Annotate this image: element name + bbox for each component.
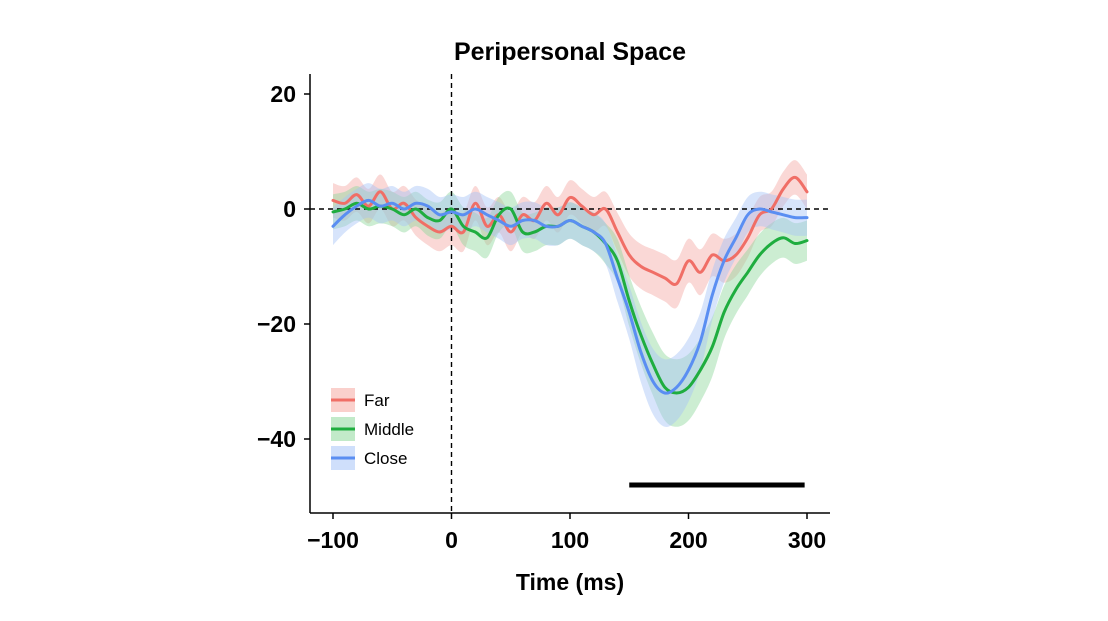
y-tick-label: −40 bbox=[257, 426, 296, 452]
series-line-far bbox=[331, 175, 809, 286]
y-tick-label: −20 bbox=[257, 311, 296, 337]
axes bbox=[309, 74, 830, 514]
band-close bbox=[333, 183, 807, 428]
x-tick-label: 200 bbox=[669, 527, 707, 553]
series-lines bbox=[331, 175, 809, 395]
legend-label-middle: Middle bbox=[364, 420, 414, 439]
x-tick-label: 0 bbox=[445, 527, 458, 553]
x-axis-title: Time (ms) bbox=[516, 569, 624, 595]
legend-label-close: Close bbox=[364, 449, 407, 468]
band-middle bbox=[333, 186, 807, 427]
x-tick-label: 300 bbox=[788, 527, 826, 553]
reference-lines bbox=[310, 74, 830, 513]
confidence-bands bbox=[333, 160, 807, 428]
band-far bbox=[333, 160, 807, 309]
x-tick-label: −100 bbox=[307, 527, 359, 553]
y-tick-label: 20 bbox=[270, 81, 296, 107]
series-line-close bbox=[331, 198, 809, 395]
legend: Far Middle Close bbox=[331, 388, 414, 470]
y-tick-label: 0 bbox=[283, 196, 296, 222]
chart-title: Peripersonal Space bbox=[454, 38, 686, 66]
legend-label-far: Far bbox=[364, 391, 390, 410]
x-tick-label: 100 bbox=[551, 527, 589, 553]
